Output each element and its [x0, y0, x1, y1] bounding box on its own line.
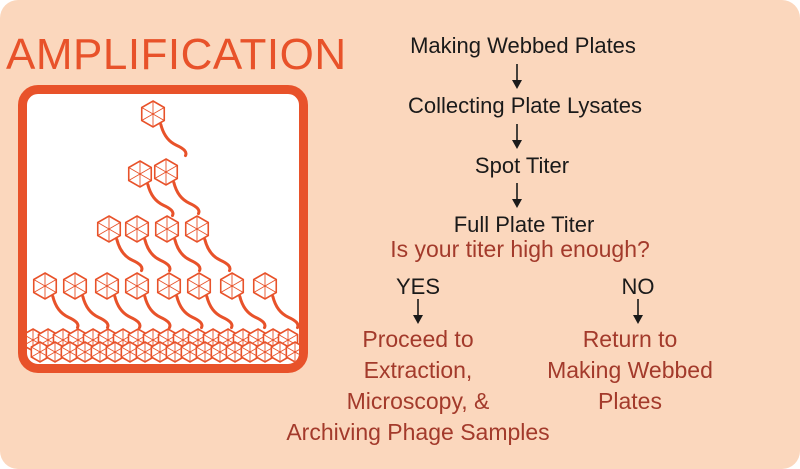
phage-icon: [124, 215, 172, 273]
phage-icon: [154, 215, 202, 273]
phage-illustration-frame: [18, 85, 308, 373]
page-title: AMPLIFICATION: [6, 30, 347, 79]
phage-icon: [127, 160, 175, 218]
yes-outcome-line: Archiving Phage Samples: [286, 419, 550, 445]
yes-outcome: Proceed to Extraction, Microscopy, & Arc…: [286, 324, 549, 448]
yes-label: YES: [395, 274, 441, 299]
yes-outcome-line: Proceed to: [362, 326, 474, 352]
arrow-down-icon: [512, 183, 522, 208]
no-outcome: Return to Making Webbed Plates: [547, 324, 713, 417]
phage-icon: [285, 341, 299, 363]
phage-icon: [124, 272, 172, 330]
phage-icon: [32, 272, 80, 330]
no-label: NO: [621, 274, 655, 299]
phage-icon: [184, 215, 232, 273]
phage-icon: [252, 272, 299, 330]
arrow-down-icon: [512, 64, 522, 89]
no-outcome-line: Plates: [598, 388, 662, 414]
titer-question: Is your titer high enough?: [390, 236, 650, 262]
yes-outcome-line: Microscopy, &: [346, 388, 490, 414]
arrow-down-icon: [633, 299, 643, 324]
phage-icon: [153, 158, 201, 216]
phage-icon: [140, 100, 188, 158]
phage-icon: [62, 272, 110, 330]
phage-icon: [94, 272, 142, 330]
phage-icon: [156, 272, 204, 330]
bacteriophage-pyramid-icon: [27, 100, 299, 363]
phage-icon: [219, 272, 267, 330]
yes-outcome-line: Extraction,: [363, 357, 473, 383]
step-collecting-plate-lysates: Collecting Plate Lysates: [408, 93, 642, 118]
step-making-webbed-plates: Making Webbed Plates: [410, 33, 636, 58]
no-outcome-line: Return to: [582, 326, 678, 352]
phage-icon: [186, 272, 234, 330]
arrow-down-icon: [512, 124, 522, 149]
step-spot-titer: Spot Titer: [474, 153, 570, 178]
arrow-down-icon: [413, 299, 423, 324]
step-full-plate-titer: Full Plate Titer: [453, 212, 595, 237]
no-outcome-line: Making Webbed: [547, 357, 713, 383]
phage-icon: [96, 215, 144, 273]
